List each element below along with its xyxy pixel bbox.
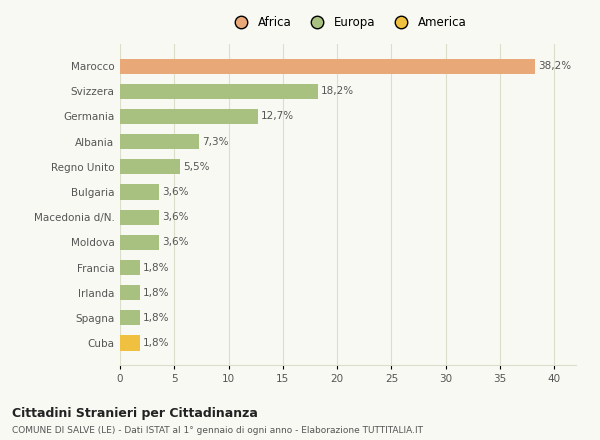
- Text: COMUNE DI SALVE (LE) - Dati ISTAT al 1° gennaio di ogni anno - Elaborazione TUTT: COMUNE DI SALVE (LE) - Dati ISTAT al 1° …: [12, 426, 423, 435]
- Text: 18,2%: 18,2%: [321, 86, 354, 96]
- Bar: [120, 109, 258, 124]
- Legend: Africa, Europa, America: Africa, Europa, America: [224, 11, 472, 34]
- Bar: [120, 159, 180, 174]
- Text: 1,8%: 1,8%: [143, 313, 169, 323]
- Bar: [120, 335, 140, 351]
- Bar: [120, 235, 159, 250]
- Bar: [120, 184, 159, 200]
- Text: 3,6%: 3,6%: [163, 237, 189, 247]
- Bar: [120, 310, 140, 326]
- Bar: [120, 59, 535, 74]
- Bar: [120, 285, 140, 300]
- Text: 12,7%: 12,7%: [261, 111, 294, 121]
- Text: 5,5%: 5,5%: [183, 162, 209, 172]
- Text: 38,2%: 38,2%: [538, 61, 571, 71]
- Bar: [120, 134, 199, 149]
- Text: 1,8%: 1,8%: [143, 288, 169, 298]
- Text: 1,8%: 1,8%: [143, 338, 169, 348]
- Text: Cittadini Stranieri per Cittadinanza: Cittadini Stranieri per Cittadinanza: [12, 407, 258, 420]
- Bar: [120, 84, 317, 99]
- Bar: [120, 209, 159, 225]
- Bar: [120, 260, 140, 275]
- Text: 3,6%: 3,6%: [163, 212, 189, 222]
- Text: 1,8%: 1,8%: [143, 263, 169, 272]
- Text: 7,3%: 7,3%: [203, 137, 229, 147]
- Text: 3,6%: 3,6%: [163, 187, 189, 197]
